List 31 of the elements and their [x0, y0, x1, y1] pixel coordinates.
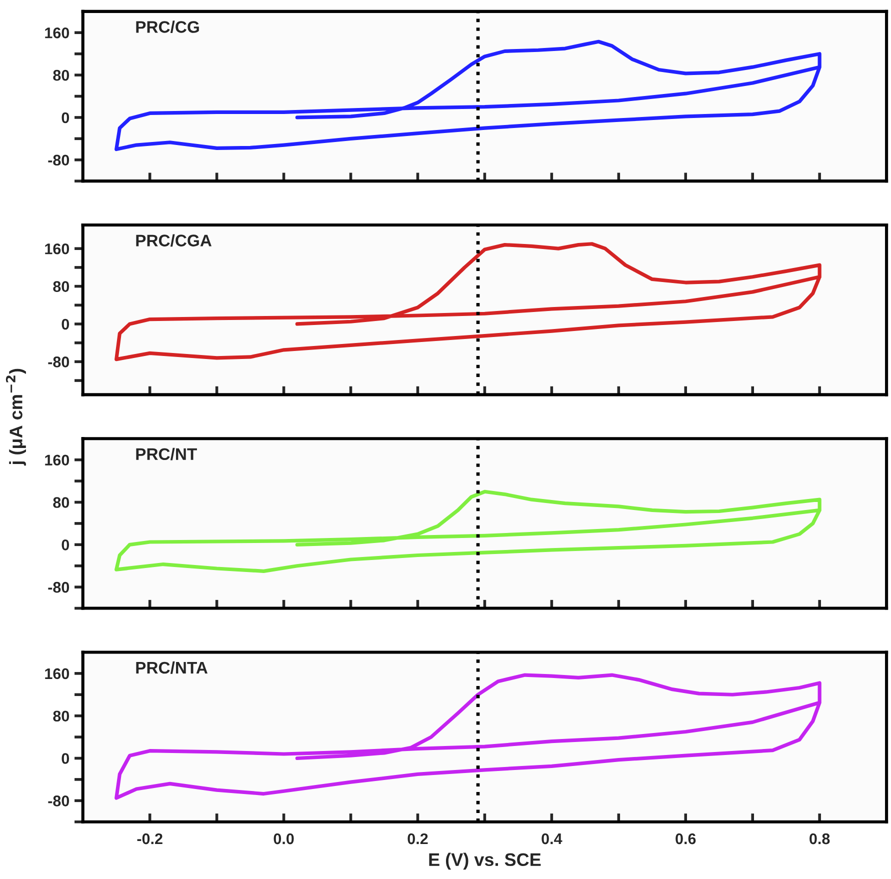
y-tick-label: 80: [53, 710, 70, 722]
y-axis-title: j (μA cm$^{−2}$): [6, 368, 26, 466]
y-tick-label: 0: [62, 753, 70, 764]
line-series: [114, 40, 822, 152]
x-tick-label: -0.2: [137, 833, 162, 844]
y-tick-label: 0: [62, 318, 70, 330]
y-tick-label: 160: [45, 28, 70, 38]
y-tick-label: -80: [48, 582, 70, 593]
text: PRC/NT: [136, 448, 197, 460]
x-tick-label: 0.4: [542, 833, 562, 844]
y-tick-label: -80: [48, 796, 70, 806]
y-tick-label: -80: [48, 356, 70, 368]
text: PRC/CG: [136, 20, 199, 34]
line-series: [114, 490, 822, 573]
y-tick-label: 160: [45, 668, 70, 680]
y-tick-label: 80: [53, 70, 70, 81]
x-tick-label: 0.0: [274, 833, 294, 844]
x-tick-label: 0.8: [810, 833, 830, 844]
text: PRC/CGA: [136, 234, 212, 247]
y-tick-label: 80: [53, 281, 70, 292]
y-tick-label: 160: [45, 454, 70, 466]
x-axis-title: E (V) vs. SCE: [429, 852, 541, 870]
x-tick-label: 0.2: [408, 833, 428, 844]
line-series: [114, 673, 822, 800]
y-tick-label: 160: [45, 243, 70, 254]
y-tick-label: 80: [53, 497, 70, 508]
text: PRC/NTA: [136, 661, 208, 674]
y-tick-label: -80: [48, 154, 70, 166]
y-tick-label: 0: [62, 540, 70, 550]
y-tick-label: 0: [62, 112, 70, 124]
x-tick-label: 0.6: [676, 833, 696, 844]
